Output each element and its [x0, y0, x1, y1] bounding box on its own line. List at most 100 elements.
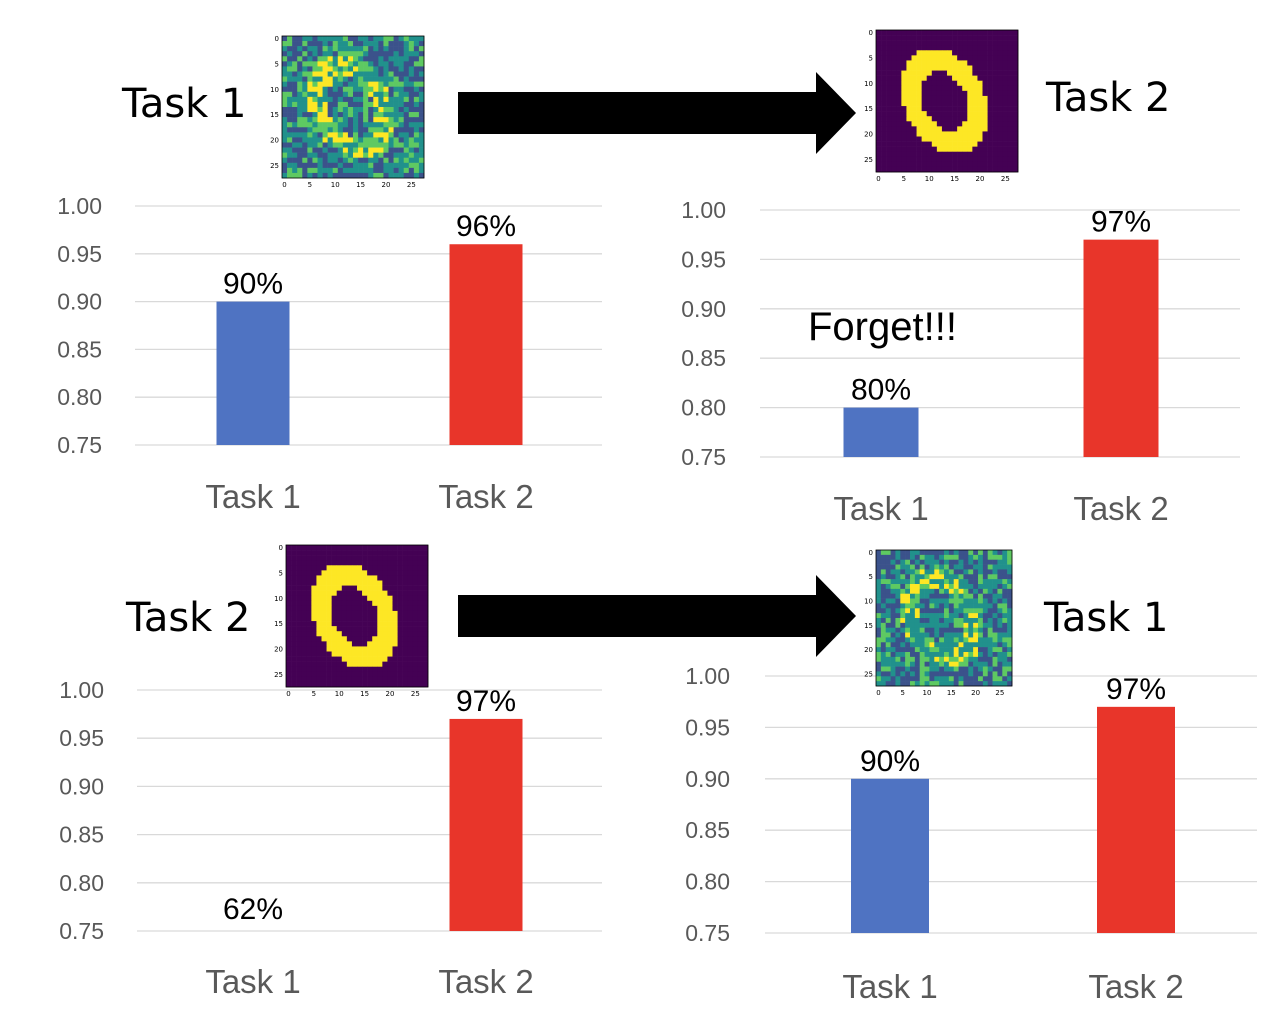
image-x-tick: 10: [335, 690, 344, 698]
y-tick-label: 0.75: [685, 920, 730, 946]
y-tick-label: 0.90: [59, 773, 104, 799]
y-tick-label: 0.80: [681, 395, 726, 421]
image-y-tick: 10: [864, 80, 873, 88]
image-frame: [281, 35, 425, 179]
image-x-tick: 20: [971, 689, 980, 697]
image-x-tick: 0: [286, 690, 290, 698]
data-label: 97%: [1106, 673, 1166, 706]
category-label: Task 1: [833, 490, 928, 527]
bar-chart-3: 1.00 0.95 0.90 0.85 0.80 0.75 62% Task 1 97% Task…: [59, 677, 602, 1000]
heading-top-left: Task 1: [122, 81, 247, 127]
category-label: Task 2: [438, 478, 533, 515]
y-tick-label: 1.00: [681, 197, 726, 223]
image-x-tick: 20: [382, 181, 391, 189]
category-label: Task 1: [205, 963, 300, 1000]
image-y-tick: 0: [869, 29, 873, 37]
data-label: 96%: [456, 210, 516, 243]
image-x-tick: 20: [976, 175, 985, 183]
y-tick-label: 1.00: [685, 663, 730, 689]
image-y-tick: 25: [864, 670, 873, 678]
image-y-tick: 20: [270, 136, 279, 144]
noisy-digit-image: 0 0 5 5 10 10 15 15 20 20 25 25: [864, 549, 1013, 697]
image-x-tick: 25: [407, 181, 416, 189]
y-tick-label: 0.75: [681, 444, 726, 470]
bar-chart-4: 1.00 0.95 0.90 0.85 0.80 0.75 90% Task 1 97% Task…: [685, 663, 1257, 1005]
category-label: Task 2: [1088, 968, 1183, 1005]
image-y-tick: 5: [279, 569, 283, 577]
image-frame: [875, 549, 1013, 687]
image-frame: [285, 544, 429, 688]
image-y-tick: 10: [864, 598, 873, 606]
right-arrow-icon: [458, 72, 856, 154]
image-y-tick: 20: [864, 646, 873, 654]
y-tick-label: 0.85: [681, 345, 726, 371]
image-x-tick: 0: [876, 689, 880, 697]
y-tick-label: 1.00: [57, 193, 102, 219]
image-x-tick: 20: [386, 690, 395, 698]
y-tick-label: 0.80: [59, 870, 104, 896]
image-y-tick: 25: [274, 671, 283, 679]
y-tick-label: 0.75: [57, 432, 102, 458]
annotation-forget: Forget!!!: [808, 305, 957, 349]
noisy-digit-image: 0 0 5 5 10 10 15 15 20 20 25 25: [270, 35, 425, 189]
image-x-tick: 15: [360, 690, 369, 698]
image-x-tick: 5: [902, 175, 906, 183]
image-y-tick: 20: [864, 130, 873, 138]
image-y-tick: 5: [869, 54, 873, 62]
image-y-tick: 15: [864, 105, 873, 113]
y-tick-label: 0.75: [59, 918, 104, 944]
bar-task-1: [216, 301, 290, 445]
image-frame: [875, 29, 1019, 173]
data-label: 90%: [223, 268, 283, 301]
image-y-tick: 0: [279, 544, 283, 552]
image-x-tick: 10: [923, 689, 932, 697]
bar-chart-1: 1.00 0.95 0.90 0.85 0.80 0.75 90% Task 1 96% Task…: [57, 193, 602, 515]
y-tick-label: 0.95: [685, 714, 730, 740]
image-y-tick: 15: [270, 111, 279, 119]
y-tick-label: 0.95: [59, 725, 104, 751]
y-tick-label: 0.95: [57, 241, 102, 267]
category-label: Task 1: [205, 478, 300, 515]
y-tick-label: 0.80: [685, 869, 730, 895]
y-tick-label: 0.90: [57, 289, 102, 315]
image-x-tick: 5: [312, 690, 316, 698]
image-x-tick: 25: [411, 690, 420, 698]
data-label: 80%: [851, 374, 911, 407]
heading-bottom-left: Task 2: [126, 595, 251, 641]
image-y-tick: 5: [275, 60, 279, 68]
y-tick-label: 0.90: [681, 296, 726, 322]
data-label: 90%: [860, 745, 920, 778]
y-tick-label: 0.95: [681, 246, 726, 272]
image-y-tick: 0: [869, 549, 873, 557]
image-x-tick: 10: [925, 175, 934, 183]
right-arrow-icon: [458, 575, 856, 657]
y-tick-label: 0.90: [685, 766, 730, 792]
image-x-tick: 15: [356, 181, 365, 189]
bar-task-1: [843, 407, 919, 457]
y-tick-label: 0.85: [59, 822, 104, 848]
image-x-tick: 10: [331, 181, 340, 189]
image-x-tick: 25: [995, 689, 1004, 697]
image-y-tick: 10: [270, 86, 279, 94]
image-x-tick: 5: [900, 689, 904, 697]
image-y-tick: 25: [270, 162, 279, 170]
image-y-tick: 5: [869, 573, 873, 581]
bar-task-2: [449, 718, 523, 931]
category-label: Task 2: [1073, 490, 1168, 527]
data-label: 62%: [223, 893, 283, 926]
data-label: 97%: [1091, 206, 1151, 239]
image-y-tick: 0: [275, 35, 279, 43]
image-x-tick: 0: [282, 181, 286, 189]
category-label: Task 1: [842, 968, 937, 1005]
image-y-tick: 20: [274, 645, 283, 653]
image-x-tick: 5: [308, 181, 312, 189]
bar-task-2: [449, 244, 523, 445]
image-x-tick: 15: [947, 689, 956, 697]
bar-task-1: [851, 778, 929, 933]
image-y-tick: 15: [274, 620, 283, 628]
y-tick-label: 0.80: [57, 384, 102, 410]
bar-task-2: [1097, 706, 1175, 933]
clean-digit-image: 0 0 5 5 10 10 15 15 20 20 25 25: [274, 544, 429, 698]
data-label: 97%: [456, 685, 516, 718]
image-y-tick: 15: [864, 622, 873, 630]
